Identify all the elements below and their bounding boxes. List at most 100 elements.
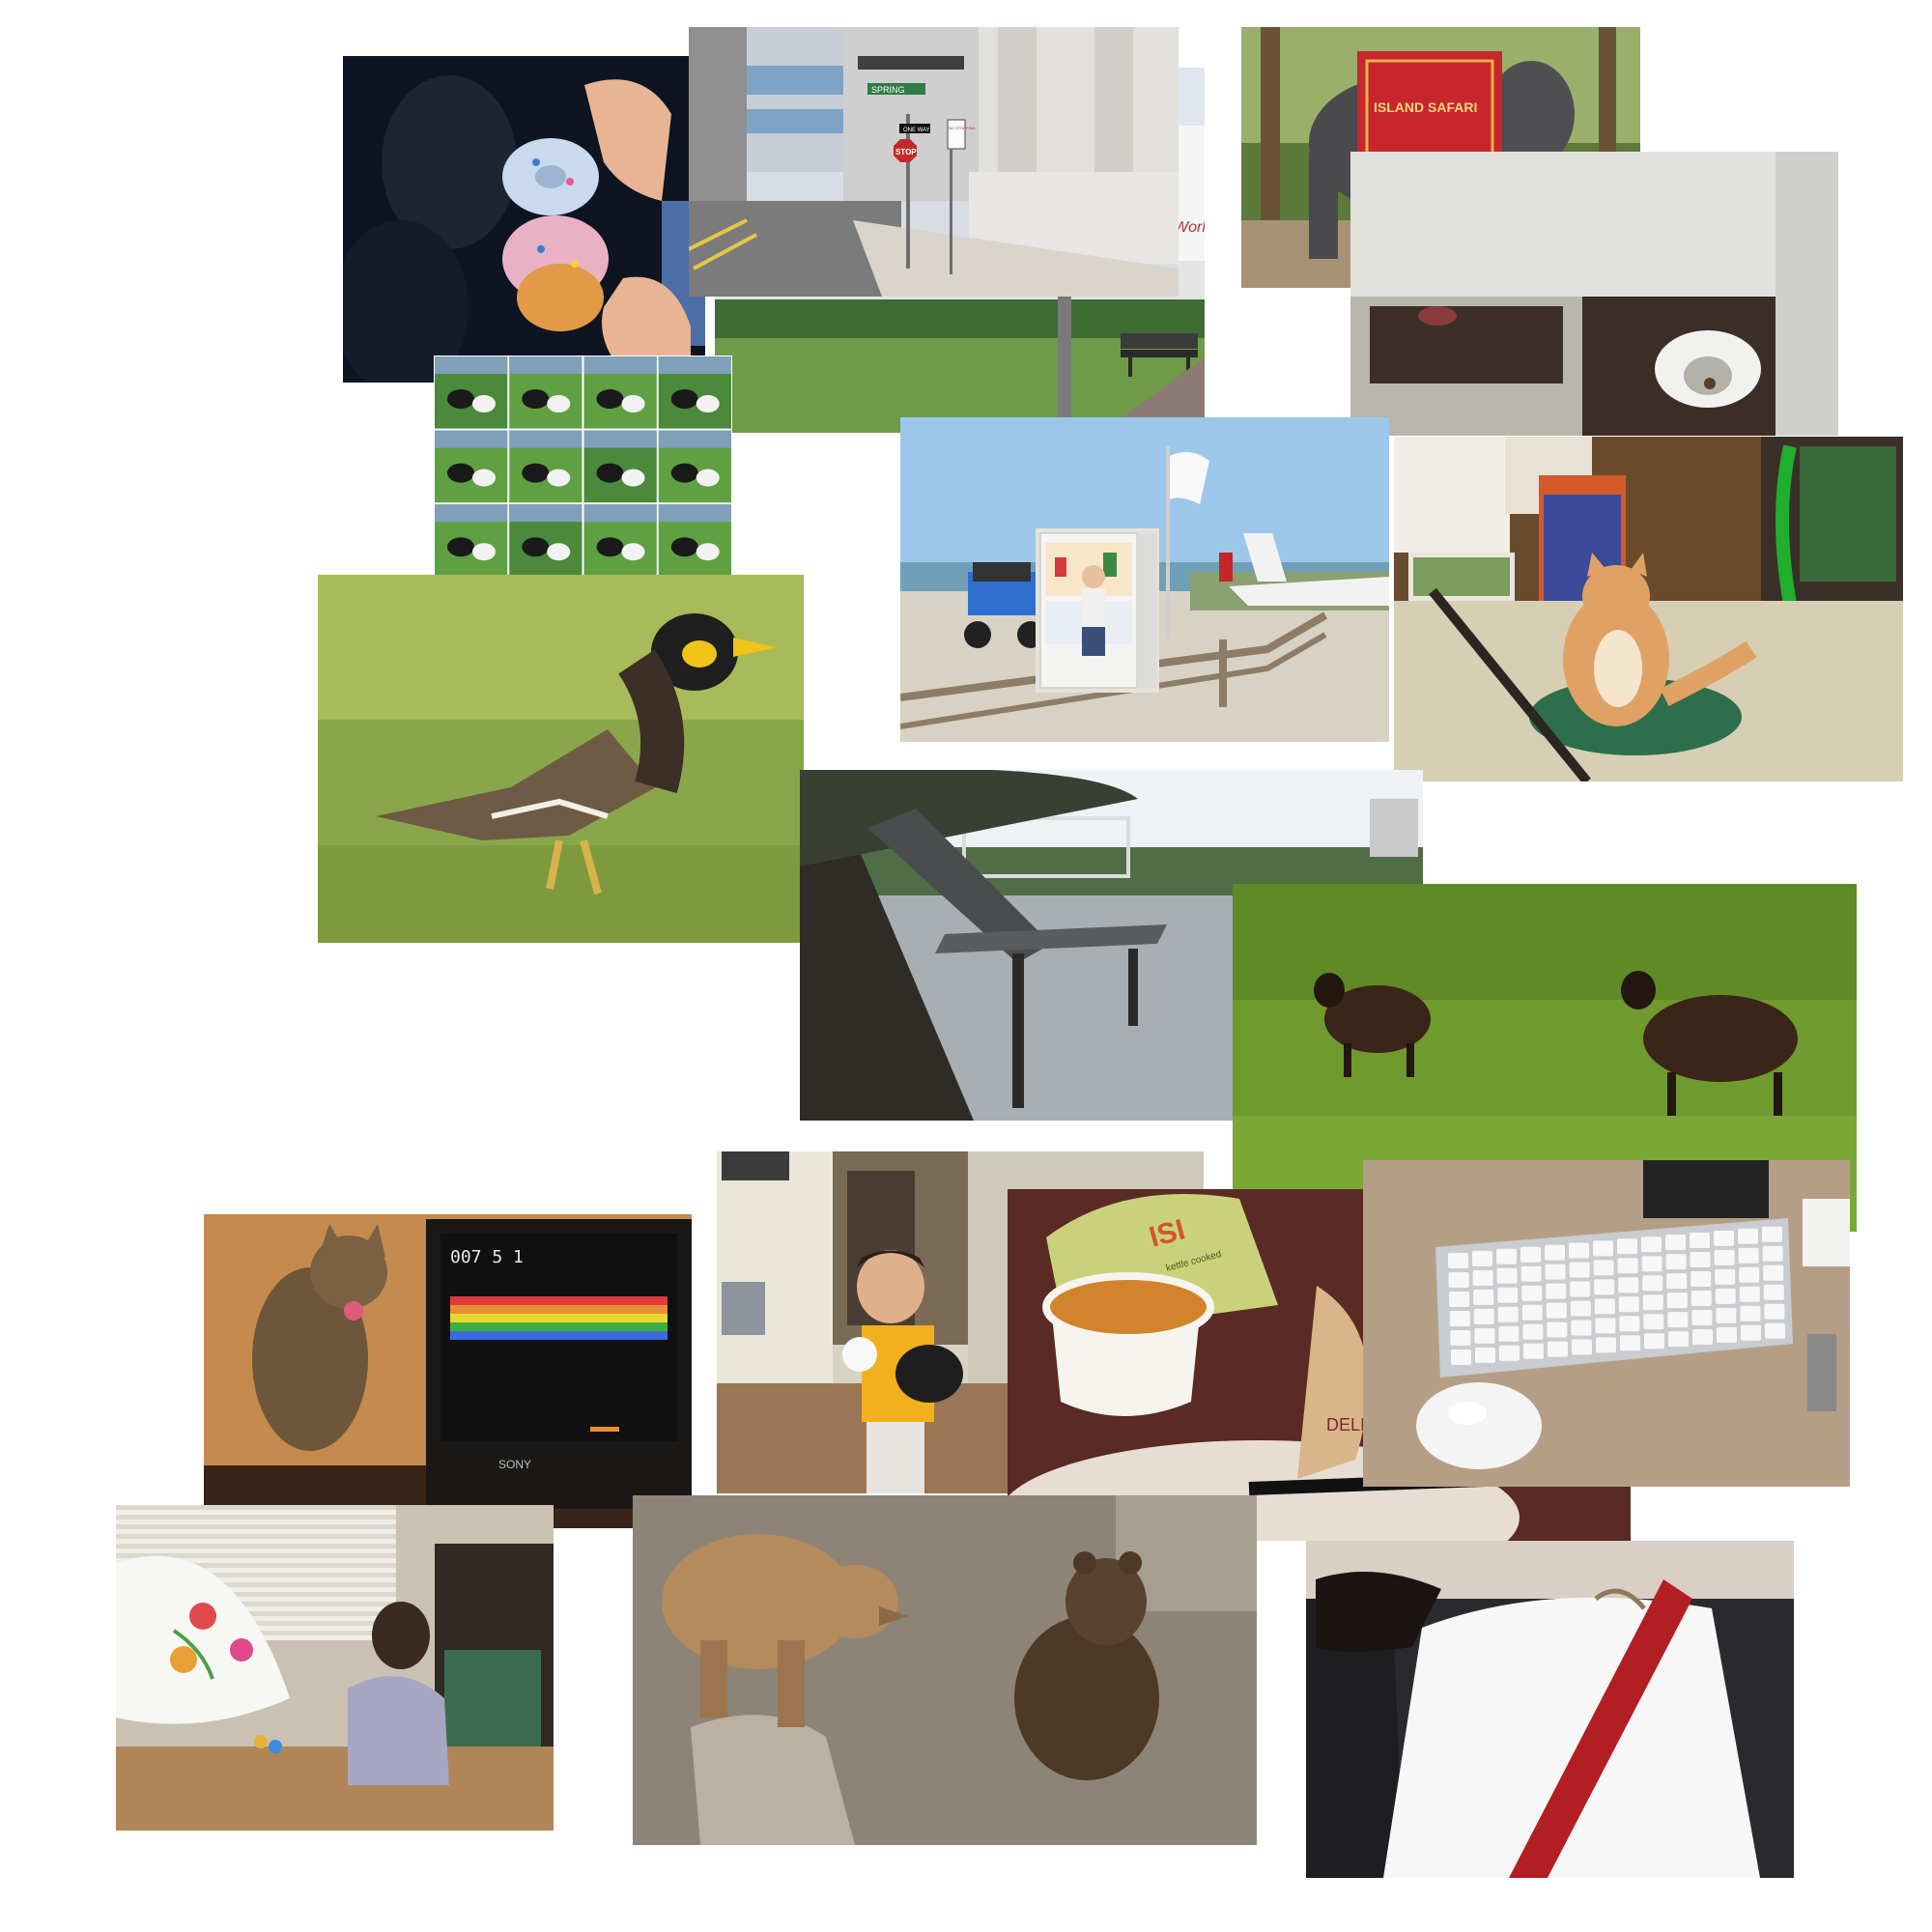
keyboard-key [1572,1339,1592,1355]
window-blind-slat [116,1505,396,1510]
keyboard-key [1593,1240,1613,1257]
keyboard-key [1739,1286,1760,1302]
dog-grid-cell [509,504,582,577]
keyboard-key [1739,1266,1760,1283]
keyboard-key [1594,1298,1615,1315]
keyboard-key [1618,1277,1639,1293]
keyboard-key [1520,1246,1541,1263]
keyboard-key [1738,1247,1759,1264]
bears-photo [633,1495,1257,1845]
dog-grid-cell [583,504,657,577]
keyboard-key [1763,1284,1784,1300]
keyboard-key [1449,1311,1470,1326]
keyboard-key [1547,1321,1568,1338]
keyboard-key [1473,1289,1494,1305]
keyboard-key [1762,1245,1783,1262]
keyboard-key [1596,1337,1616,1353]
keyboard-key [1496,1267,1518,1284]
dog-grid-cell [435,356,508,429]
keyboard-key [1641,1236,1662,1253]
keyboard-key [1691,1310,1713,1325]
keyboard-key [1717,1326,1737,1343]
keyboard-key [1665,1235,1686,1251]
window-blind-slat [116,1544,396,1548]
keyboard-key [1569,1242,1589,1259]
spring-sign-text: SPRING [871,85,905,95]
keyboard-key [1618,1296,1639,1313]
window-blind-slat [116,1553,396,1558]
keyboard-key [1520,1265,1542,1282]
keyboard-key [1666,1273,1688,1290]
squat-toilet-photo [1350,152,1838,436]
keyboard-key [1643,1314,1664,1330]
keyboard-key [1593,1260,1614,1276]
keyboard-key [1496,1248,1517,1264]
keyboard-key [1475,1347,1495,1363]
keyboard-key [1665,1254,1687,1270]
window-blind-slat [116,1602,396,1606]
tv-brand-text: SONY [498,1458,531,1471]
keyboard-key [1690,1233,1710,1248]
dog-grid-cell [658,504,731,577]
dog-grid-cell [583,356,657,429]
keyboard-key [1497,1306,1519,1322]
keyboard-key [1472,1250,1492,1266]
dogs-grid-photo [434,355,732,578]
keyboard-key [1448,1253,1468,1268]
keyboard-key [1642,1275,1663,1292]
keyboard-key [1523,1343,1544,1359]
keyboard-key [1740,1305,1761,1321]
keyboard-key [1642,1294,1663,1311]
keyboard-key [1617,1238,1637,1255]
keyboard-key [1692,1329,1713,1345]
one-way-sign-text: ONE WAY [903,128,930,133]
keyboard-key [1449,1292,1470,1307]
window-blind-slat [116,1515,396,1520]
window-blind-slat [116,1534,396,1539]
keyboard-key [1715,1288,1736,1304]
window-blind-slat [116,1573,396,1577]
window-blind-slat [116,1611,396,1616]
keyboard-key [1741,1324,1761,1341]
keyboard-key [1569,1262,1590,1278]
keyboard-key [1546,1302,1567,1319]
myna-bird-photo [318,575,804,943]
dog-grid-cell [509,430,582,503]
no-stopping-sign-text: NO STOPPING [949,126,976,130]
keyboard-key [1617,1258,1638,1274]
keyboard-key [1690,1271,1712,1287]
keyboard-key [1667,1312,1689,1328]
keyboard-key [1521,1285,1543,1301]
keyboard-key [1666,1293,1688,1309]
keyboard-key [1714,1249,1735,1265]
keyboard-mouse-photo [1363,1160,1850,1487]
keyboard-key [1738,1228,1758,1244]
umbrella-painting-photo [116,1505,554,1831]
keyboard-key [1644,1333,1664,1350]
keyboard-key [1763,1264,1784,1281]
window-blind-slat [116,1563,396,1568]
keyboard-key [1690,1252,1711,1267]
keyboard-key [1570,1300,1591,1317]
keyboard-key [1450,1330,1471,1346]
keyboard-key [1620,1335,1640,1351]
keyboard-key [1641,1256,1662,1272]
window-blind-slat [116,1592,396,1597]
game-score-text: 007 5 1 [450,1247,524,1267]
dog-grid-cell [435,430,508,503]
keyboard-key [1715,1268,1736,1285]
keyboard-key [1570,1281,1591,1297]
dog-grid-cell [658,356,731,429]
keyboard-key [1472,1269,1493,1286]
keyboard-key [1498,1325,1520,1342]
keyboard-key [1765,1322,1785,1339]
keyboard-key [1448,1272,1469,1288]
keyboard-key [1714,1230,1734,1246]
donut-photo [343,56,705,383]
keyboard-key [1451,1350,1471,1365]
dog-grid-cell [435,504,508,577]
keyboard-key [1716,1307,1737,1323]
keyboard-key [1497,1287,1519,1303]
keyboard-key [1668,1331,1689,1348]
dog-grid-cell [583,430,657,503]
